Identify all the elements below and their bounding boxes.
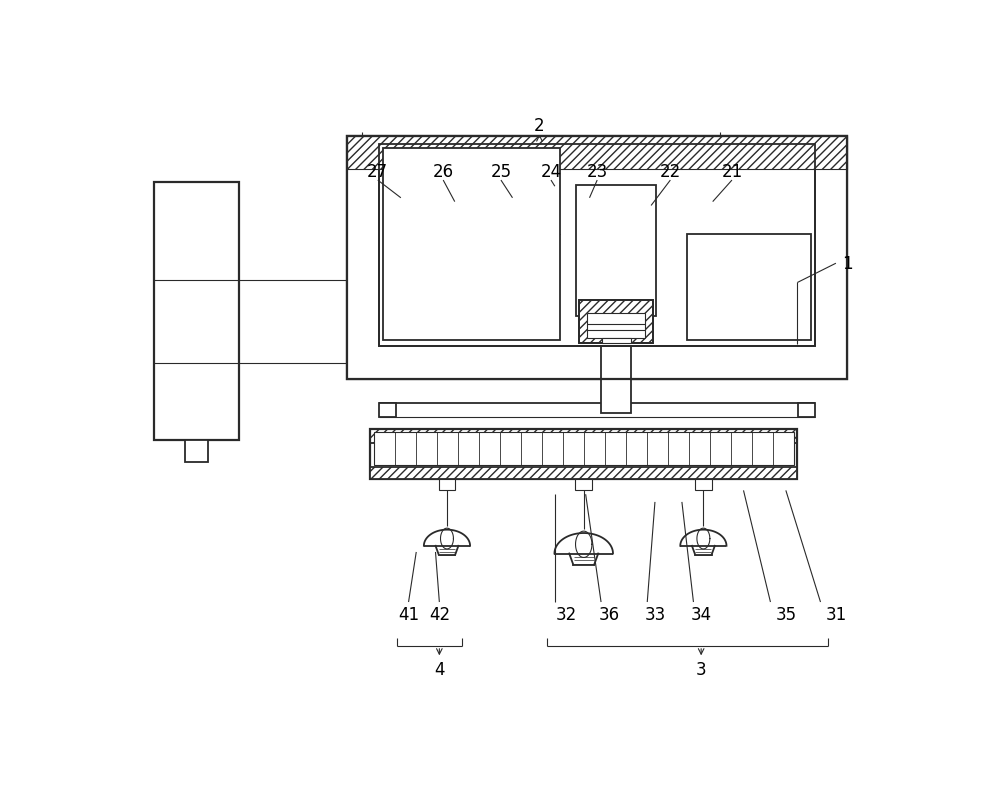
Text: 33: 33	[644, 605, 666, 623]
Text: 21: 21	[721, 163, 743, 180]
Text: 24: 24	[540, 163, 562, 180]
Bar	[576, 185, 656, 316]
Bar	[374, 432, 794, 465]
Bar	[695, 480, 712, 491]
Bar	[379, 404, 396, 418]
Bar	[815, 137, 847, 379]
Text: 1: 1	[842, 255, 853, 273]
Bar	[687, 235, 811, 341]
Text: 2: 2	[534, 116, 545, 135]
Bar	[587, 313, 645, 338]
Bar	[347, 137, 379, 379]
Text: 32: 32	[556, 605, 577, 623]
Text: 34: 34	[691, 605, 712, 623]
Bar	[370, 429, 797, 443]
Bar	[370, 468, 797, 480]
Bar	[439, 480, 455, 491]
Bar	[575, 480, 592, 491]
Bar	[383, 148, 560, 341]
Text: 3: 3	[696, 660, 706, 678]
Bar	[154, 183, 239, 441]
Bar	[379, 144, 815, 347]
Bar	[579, 301, 653, 343]
Text: 36: 36	[598, 605, 619, 623]
Bar	[347, 137, 847, 379]
Bar	[370, 429, 797, 480]
Text: 27: 27	[367, 163, 388, 180]
Bar	[347, 137, 847, 169]
Text: 4: 4	[434, 660, 445, 678]
Bar	[185, 441, 208, 462]
Bar	[379, 144, 815, 347]
Text: 31: 31	[825, 605, 847, 623]
Bar	[579, 301, 653, 343]
Bar	[601, 347, 631, 414]
Bar	[602, 338, 631, 344]
Text: 26: 26	[433, 163, 454, 180]
Bar	[370, 468, 797, 480]
Bar	[798, 404, 815, 418]
Text: 22: 22	[660, 163, 681, 180]
Text: 25: 25	[490, 163, 512, 180]
Bar	[347, 137, 847, 169]
Text: 41: 41	[398, 605, 419, 623]
Text: 42: 42	[429, 605, 450, 623]
Text: 23: 23	[587, 163, 608, 180]
Bar	[347, 137, 847, 379]
Bar	[347, 347, 847, 379]
Text: 35: 35	[775, 605, 796, 623]
